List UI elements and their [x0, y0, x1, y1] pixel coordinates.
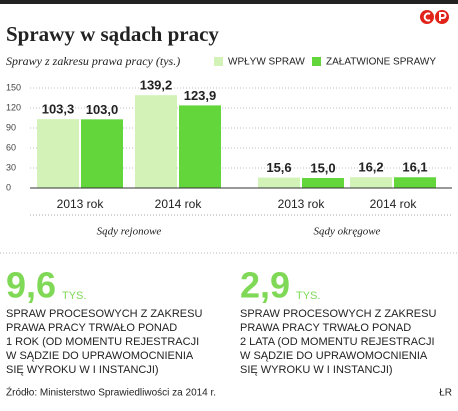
legend-label: ZAŁATWIONE SPRAWY	[326, 57, 436, 68]
bar	[350, 177, 392, 188]
stat-text: 1 ROK (OD MOMENTU REJESTRACJI	[6, 336, 199, 348]
x-tick-label: 2013 rok	[57, 197, 105, 211]
stat-value: 2,9	[240, 265, 290, 306]
bar	[37, 119, 79, 188]
bar	[179, 105, 221, 188]
stat-unit: TYS.	[296, 290, 320, 302]
stat-unit: TYS.	[62, 290, 86, 302]
bar	[302, 178, 344, 188]
stat-text: SIĘ WYROKU W I INSTANCJI)	[6, 364, 159, 376]
author: ŁR	[439, 388, 452, 399]
x-tick-label: 2014 rok	[370, 197, 418, 211]
stat-text: W SĄDZIE DO UPRAWOMOCNIENIA	[240, 350, 428, 362]
top-rule	[0, 0, 458, 4]
legend-swatch	[312, 57, 321, 66]
stat-text: SPRAW PROCESOWYCH Z ZAKRESU	[6, 308, 202, 320]
bar	[394, 177, 436, 188]
stat-value: 9,6	[6, 265, 56, 306]
y-tick-label: 90	[6, 122, 16, 132]
y-tick-label: 150	[6, 82, 21, 92]
stat-text: 2 LATA (OD MOMENTU REJESTRACJI	[240, 336, 435, 348]
stat-text: SIĘ WYROKU W I INSTANCJI)	[240, 364, 393, 376]
y-tick-label: 60	[6, 142, 16, 152]
bar	[81, 119, 123, 188]
value-label: 123,9	[184, 88, 217, 103]
group-label: Sądy rejonowe	[97, 226, 162, 238]
stat-text: PRAWA PRACY TRWAŁO PONAD	[240, 322, 411, 334]
legend-label: WPŁYW SPRAW	[228, 57, 305, 68]
group-label: Sądy okręgowe	[314, 226, 381, 238]
subtitle: Sprawy z zakresu prawa pracy (tys.)	[6, 54, 180, 68]
bar	[135, 95, 177, 188]
chart-title: Sprawy w sądach pracy	[6, 22, 219, 46]
value-label: 15,6	[266, 160, 291, 175]
value-label: 16,2	[358, 160, 383, 175]
value-label: 103,3	[42, 102, 75, 117]
logo	[420, 10, 449, 24]
stat-text: PRAWA PRACY TRWAŁO PONAD	[6, 322, 177, 334]
value-label: 16,1	[402, 160, 427, 175]
value-label: 103,0	[86, 102, 119, 117]
legend-swatch	[214, 57, 223, 66]
source: Źródło: Ministerstwo Sprawiedliwości za …	[6, 386, 216, 399]
y-tick-label: 30	[6, 162, 16, 172]
x-tick-label: 2014 rok	[155, 197, 203, 211]
stat-text: SPRAW PROCESOWYCH Z ZAKRESU	[240, 308, 436, 320]
value-label: 139,2	[140, 78, 173, 93]
x-tick-label: 2013 rok	[278, 197, 326, 211]
value-label: 15,0	[310, 160, 335, 175]
y-tick-label: 120	[6, 102, 21, 112]
stat-text: W SĄDZIE DO UPRAWOMOCNIENIA	[6, 350, 194, 362]
y-tick-label: 0	[6, 182, 11, 192]
bar	[258, 177, 300, 188]
